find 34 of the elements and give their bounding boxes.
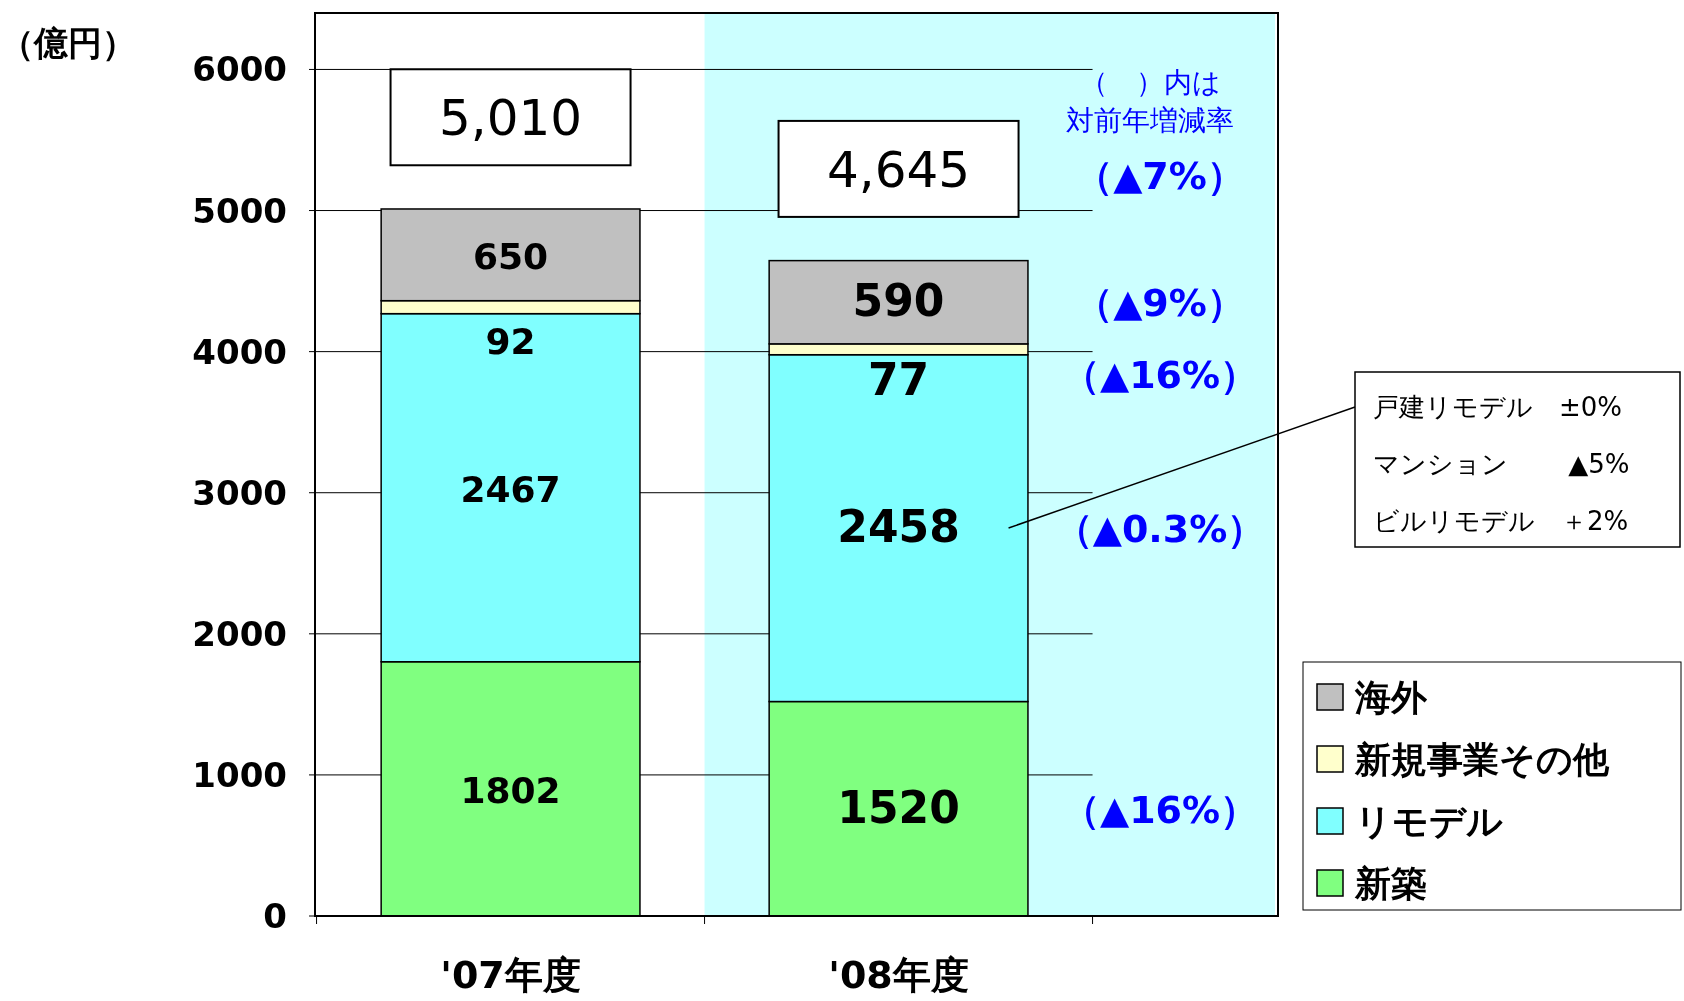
- x-tick-label: '08年度: [828, 953, 969, 997]
- legend-label: 海外: [1354, 677, 1428, 718]
- y-tick-label: 2000: [192, 613, 287, 654]
- y-axis-title: （億円）: [0, 23, 136, 63]
- annotation: （▲9%）: [1075, 281, 1245, 326]
- y-tick-label: 6000: [192, 49, 287, 90]
- annotation: （▲16%）: [1061, 787, 1259, 832]
- annotation: 対前年増減率: [1066, 104, 1234, 137]
- legend-label: リモデル: [1355, 801, 1503, 842]
- data-label: 1520: [837, 781, 960, 833]
- data-label: 590: [852, 275, 945, 327]
- text: マンション ▲5%: [1373, 449, 1630, 479]
- annotation: （ ）内は: [1079, 66, 1221, 99]
- y-tick-label: 3000: [192, 472, 287, 513]
- annotation: （▲7%）: [1075, 154, 1245, 199]
- data-label: 92: [485, 320, 536, 362]
- data-label: 1802: [460, 769, 561, 811]
- y-tick-label: 1000: [192, 754, 287, 795]
- legend-label: 新規事業その他: [1354, 739, 1610, 780]
- y-tick-label: 5000: [192, 190, 287, 231]
- data-label: 2458: [837, 501, 960, 553]
- data-label: 77: [867, 353, 930, 405]
- total-label: 4,645: [826, 140, 971, 199]
- text: ビルリモデル ＋2%: [1373, 506, 1629, 536]
- text: 戸建リモデル ±0%: [1373, 392, 1623, 422]
- annotation: （▲0.3%）: [1054, 506, 1266, 551]
- total-label: 5,010: [438, 89, 583, 148]
- x-tick-label: '07年度: [440, 953, 581, 997]
- annotation: （▲16%）: [1061, 353, 1259, 398]
- data-label: 2467: [460, 468, 561, 510]
- legend-label: 新築: [1354, 863, 1427, 904]
- data-label: 650: [472, 235, 549, 277]
- y-tick-label: 0: [263, 896, 287, 936]
- y-tick-label: 4000: [192, 331, 287, 372]
